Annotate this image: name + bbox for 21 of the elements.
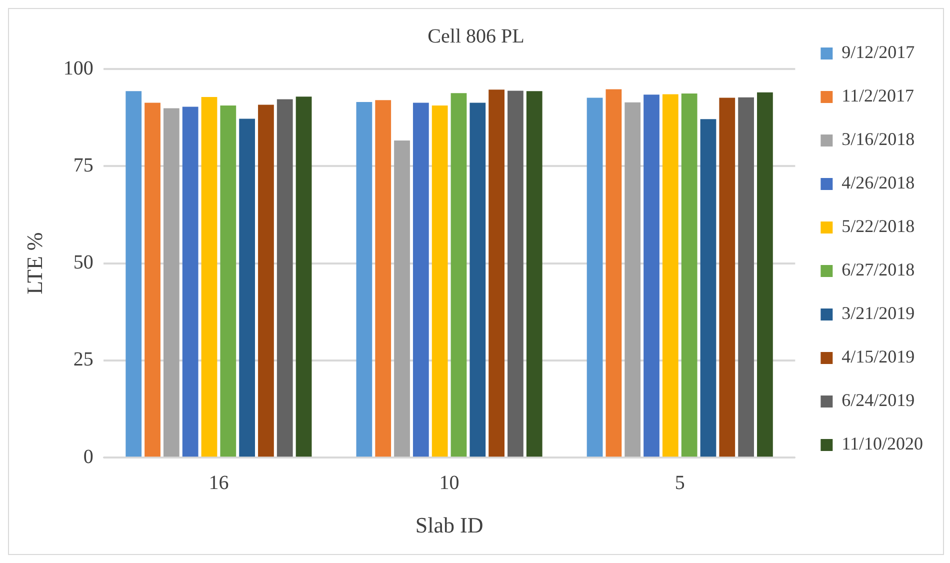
legend-label: 3/16/2018 [842,129,915,150]
y-tick-label: 75 [73,154,94,176]
y-tick-label: 25 [73,348,94,371]
y-tick-label: 50 [73,252,94,274]
legend-label: 11/10/2020 [842,434,924,454]
legend-label: 5/22/2018 [842,216,915,236]
legend-label: 4/26/2018 [842,172,915,193]
y-tick-label: 0 [83,446,94,468]
legend-label: 9/12/2017 [842,42,915,62]
legend-label: 4/15/2019 [842,346,915,367]
x-axis-title: Slab ID [415,512,484,538]
x-tick-label: 16 [208,472,229,494]
y-axis-title: LTE % [22,232,47,294]
legend-label: 6/24/2019 [842,390,915,410]
x-tick-label: 5 [674,472,685,494]
x-tick-label: 10 [439,472,460,494]
legend-label: 6/27/2018 [842,260,915,280]
y-tick-label: 100 [63,57,94,80]
chart-title: Cell 806 PL [428,25,524,48]
legend-label: 3/21/2019 [842,303,915,324]
legend-label: 11/2/2017 [842,86,914,106]
